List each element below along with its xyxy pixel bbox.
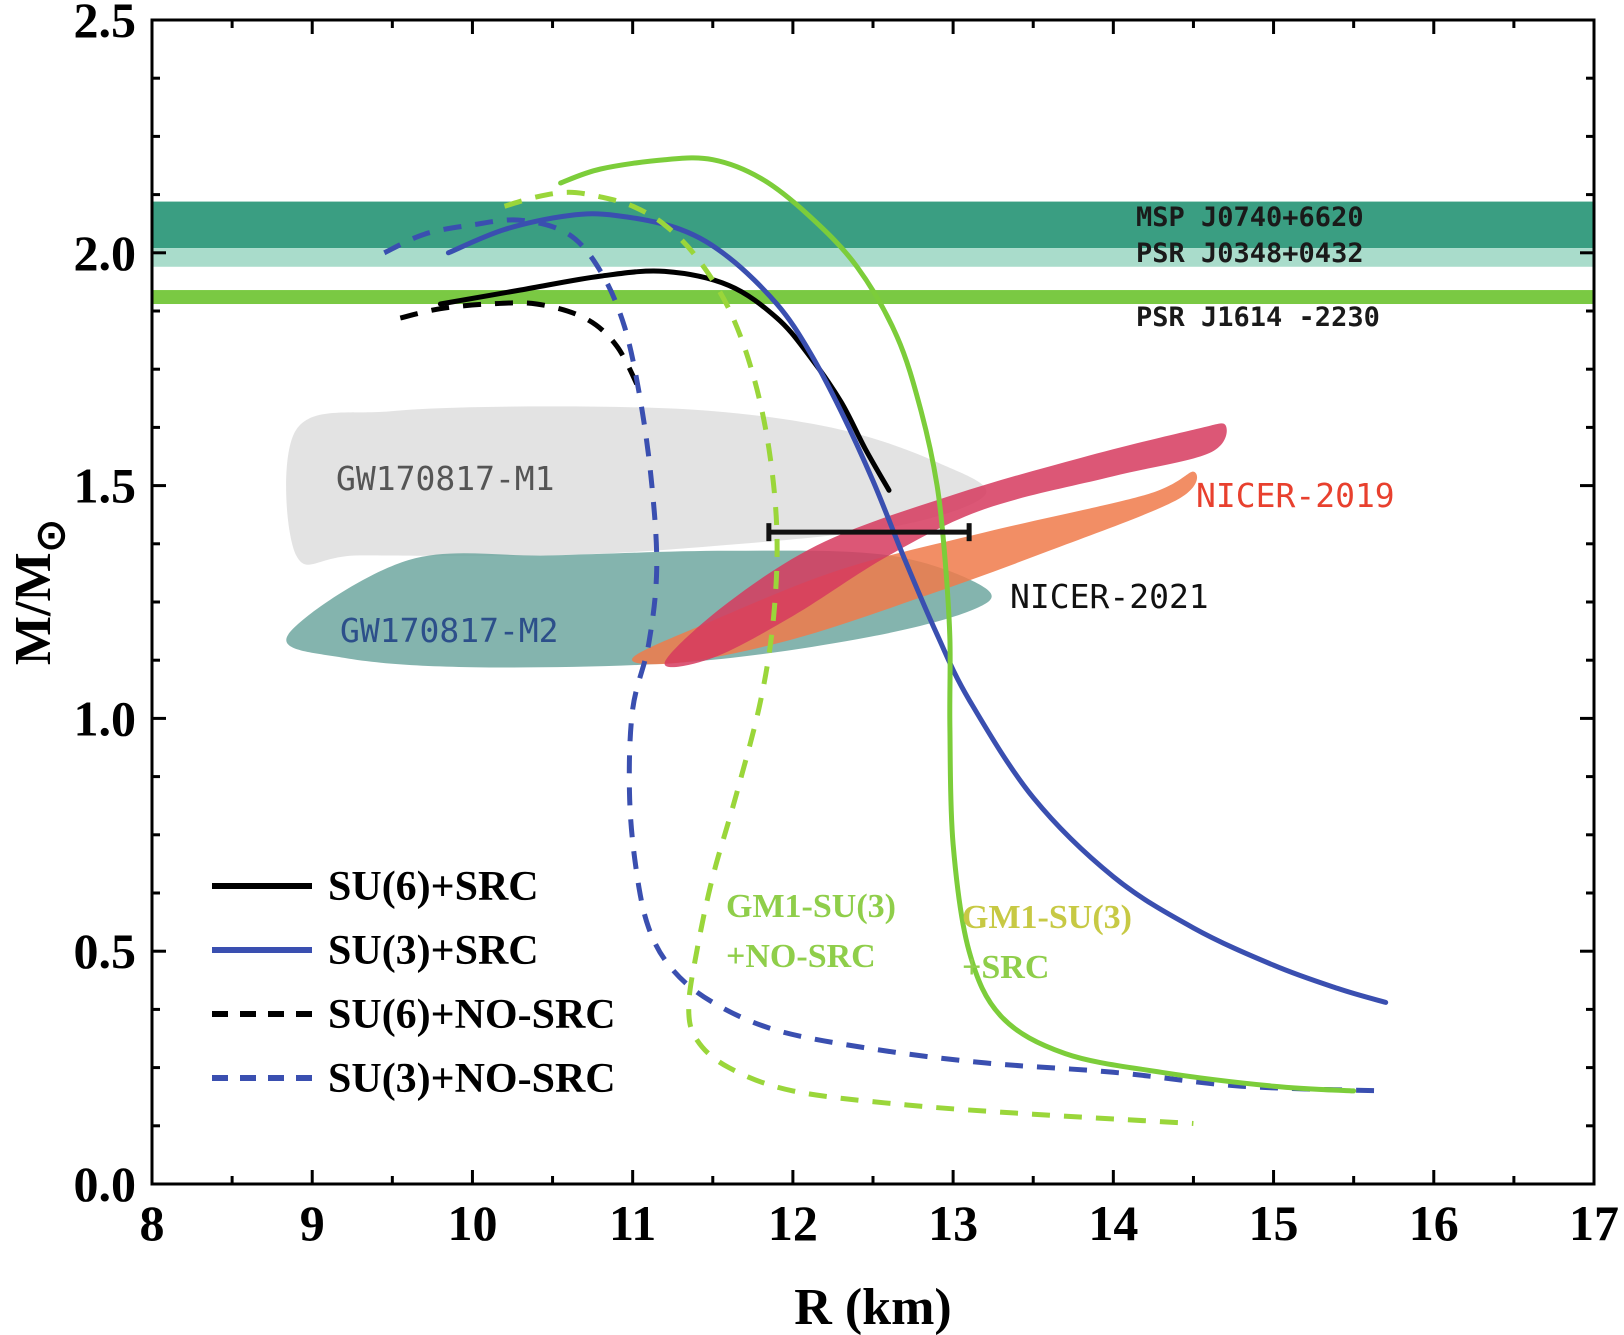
pulsar-band-label: PSR J0348+0432 (1136, 238, 1364, 269)
eos-curve (503, 189, 1194, 1126)
y-axis-title: M/M⊙ (5, 519, 73, 665)
axis-ticks (150, 18, 1596, 1186)
region-label: GW170817-M2 (340, 611, 559, 650)
y-tick-label: 0.0 (74, 1156, 137, 1212)
constraint-regions (286, 406, 1227, 668)
y-tick-label: 1.0 (74, 690, 137, 746)
pulsar-band-label: MSP J0740+6620 (1136, 202, 1364, 233)
y-tick-label: 1.5 (74, 458, 137, 514)
x-tick-label: 16 (1409, 1195, 1459, 1251)
curve-annotation: GM1-SU(3) (726, 888, 896, 925)
eos-curves (383, 155, 1389, 1126)
eos-curve (445, 211, 1389, 1005)
pulsar-bands: MSP J0740+6620 PSR J0348+0432 PSR J1614 -2… (152, 201, 1594, 333)
legend-label: SU(3)+SRC (328, 928, 539, 974)
region-label: GW170817-M1 (336, 459, 555, 498)
y-tick-label: 0.5 (74, 923, 137, 979)
legend-label: SU(3)+NO-SRC (328, 1056, 616, 1102)
region-label: NICER-2019 (1196, 476, 1395, 515)
legend-label: SU(6)+SRC (328, 864, 539, 910)
chart-labels: 8 9 10 11 12 13 14 15 16 17 0.0 0.5 1.0 1.5 2.0 2.5 GW17… (74, 0, 1620, 1251)
eos-curve (383, 217, 1386, 1094)
curve-annotation: GM1-SU(3) (962, 899, 1132, 936)
x-tick-label: 10 (447, 1195, 497, 1251)
eos-curve (437, 268, 892, 493)
x-tick-label: 17 (1569, 1195, 1619, 1251)
legend-label: SU(6)+NO-SRC (328, 992, 616, 1038)
x-tick-label: 12 (768, 1195, 818, 1251)
radius-error-bar (766, 523, 972, 542)
eos-curve (558, 155, 1357, 1094)
constraint-region (664, 423, 1227, 668)
pulsar-band (152, 201, 1594, 249)
x-axis-title: R (km) (794, 1279, 951, 1335)
curve-annotation: +SRC (962, 949, 1049, 986)
curve-annotation: +NO-SRC (726, 938, 876, 975)
x-tick-label: 11 (609, 1195, 656, 1251)
y-axis-title-main: M/M (5, 552, 62, 665)
x-tick-label: 15 (1249, 1195, 1299, 1251)
y-tick-label: 2.0 (74, 225, 137, 281)
y-tick-label: 2.5 (74, 0, 137, 48)
region-label: NICER-2021 (1010, 577, 1209, 616)
pulsar-band-label: PSR J1614 -2230 (1136, 302, 1380, 333)
x-tick-label: 13 (928, 1195, 978, 1251)
x-tick-label: 8 (140, 1195, 165, 1251)
x-tick-label: 9 (300, 1195, 325, 1251)
eos-curve (399, 300, 643, 394)
x-tick-label: 14 (1088, 1195, 1138, 1251)
legend: SU(6)+SRC SU(3)+SRC SU(6)+NO-SRC SU(3)+NO-S… (212, 864, 616, 1102)
pulsar-band (152, 248, 1594, 267)
y-axis-title-subscript: ⊙ (28, 519, 73, 553)
constraint-region (286, 406, 987, 565)
